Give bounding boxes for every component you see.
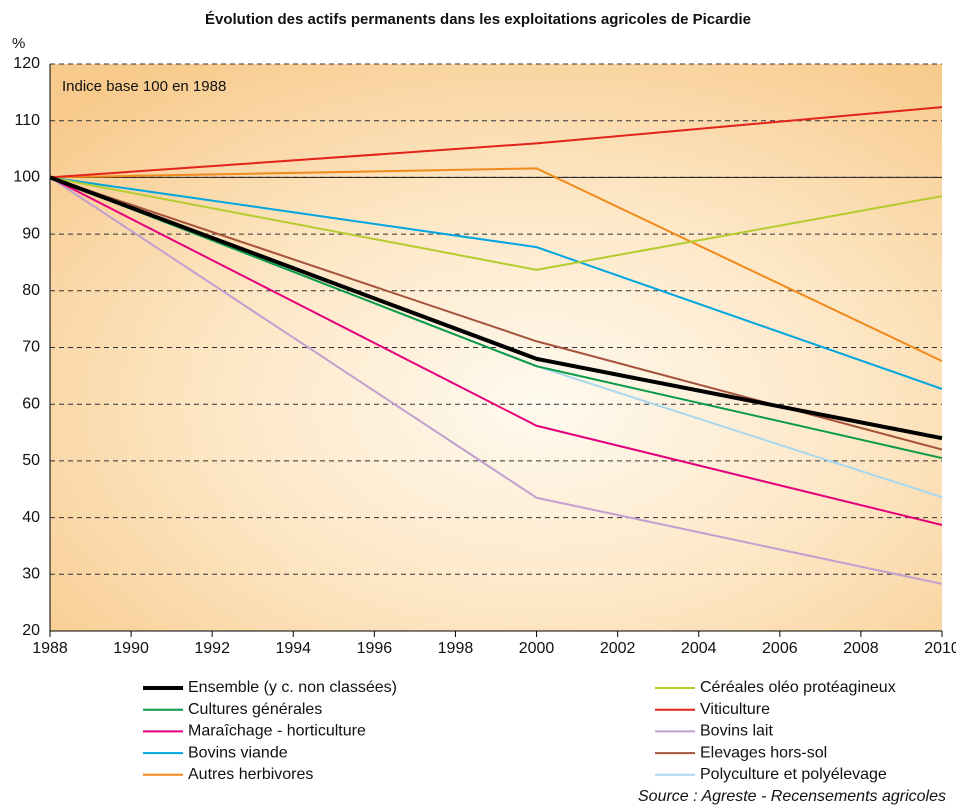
x-tick-label: 2000 [519,640,555,657]
series-line [49,176,943,585]
legend-label: Elevages hors-sol [700,744,827,761]
y-tick-label: 100 [13,169,40,186]
series-line [49,175,943,441]
y-tick-label: 80 [22,282,40,299]
x-tick-label: 1988 [32,640,68,657]
legend-label: Céréales oléo protéagineux [700,679,896,696]
source: Source : Agreste - Recensements agricole… [638,788,946,805]
y-unit: % [12,35,25,52]
legend-label: Viticulture [700,701,770,718]
x-tick-label: 1998 [438,640,474,657]
x-tick-label: 1996 [357,640,393,657]
x-tick-label: 2002 [600,640,636,657]
y-tick-label: 30 [22,566,40,583]
x-tick-label: 2010 [924,640,956,657]
series-line [49,167,943,363]
x-tick-label: 2004 [681,640,717,657]
x-tick-label: 2008 [843,640,879,657]
x-tick-label: 1992 [194,640,230,657]
series-line [49,176,943,390]
y-tick-label: 70 [22,339,40,356]
legend-label: Bovins viande [188,744,288,761]
y-tick-label: 90 [22,225,40,242]
y-tick-label: 120 [13,55,40,72]
series-line [49,176,943,271]
chart-title: Évolution des actifs permanents dans les… [205,11,751,28]
legend-label: Bovins lait [700,723,773,740]
legend-label: Cultures générales [188,701,322,718]
annotation: Indice base 100 en 1988 [62,78,226,95]
series-line [49,106,943,179]
legend-label: Polyculture et polyélevage [700,766,887,783]
y-tick-label: 20 [22,622,40,639]
x-tick-label: 1990 [113,640,149,657]
series-line [49,176,943,526]
y-tick-label: 60 [22,395,40,412]
y-tick-label: 40 [22,509,40,526]
x-tick-label: 2006 [762,640,798,657]
legend-label: Maraîchage - horticulture [188,723,366,740]
legend-label: Ensemble (y c. non classées) [188,679,397,696]
y-tick-label: 110 [14,112,40,129]
y-tick-label: 50 [22,452,40,469]
x-tick-label: 1994 [275,640,311,657]
series-line [49,176,943,460]
legend-label: Autres herbivores [188,766,313,783]
